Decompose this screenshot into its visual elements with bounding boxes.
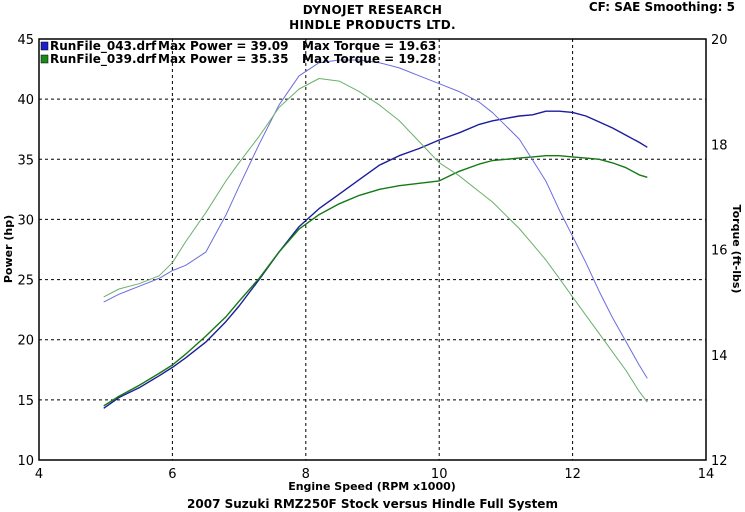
y-tick-label-left: 25: [17, 274, 34, 289]
y-tick-label-right: 12: [711, 454, 728, 469]
legend-swatch: [40, 41, 49, 51]
y-axis-label-left: Power (hp): [2, 215, 15, 283]
correction-factor-info: CF: SAE Smoothing: 5: [588, 0, 735, 14]
x-tick-label: 14: [698, 467, 715, 482]
header-subtitle: HINDLE PRODUCTS LTD.: [289, 18, 456, 32]
x-tick-label: 12: [564, 467, 581, 482]
legend-max-torque: Max Torque = 19.28: [302, 52, 436, 66]
legend-max-torque: Max Torque = 19.63: [302, 39, 436, 53]
header-title: DYNOJET RESEARCH: [302, 3, 443, 17]
y-tick-label-left: 15: [17, 394, 34, 409]
x-axis-label: Engine Speed (RPM x1000): [288, 480, 456, 493]
legend-file-label: RunFile_039.drf: [50, 52, 157, 67]
legend: RunFile_043.drf Max Power = 39.09 Max Torq…: [40, 39, 436, 67]
y-tick-label-right: 16: [711, 244, 728, 259]
series-line-power-runfile-039-drf: [103, 154, 648, 407]
y-tick-label-right: 18: [711, 138, 728, 153]
x-tick-label: 8: [302, 467, 310, 482]
y-tick-label-left: 40: [17, 93, 34, 108]
chart-footer-caption: 2007 Suzuki RMZ250F Stock versus Hindle …: [187, 497, 558, 511]
legend-swatch: [40, 54, 49, 64]
series-line-torque-runfile-039-drf: [103, 78, 648, 403]
x-tick-label: 6: [168, 467, 176, 482]
y-tick-label-left: 30: [17, 213, 34, 228]
series-line-power-runfile-043-drf: [103, 110, 648, 409]
plot-frame: [38, 38, 707, 461]
y-tick-label-left: 20: [17, 334, 34, 349]
y-tick-label-right: 14: [711, 349, 728, 364]
y-tick-label-right: 20: [711, 33, 728, 48]
legend-max-power: Max Power = 35.35: [158, 52, 289, 66]
plot-area: [39, 39, 706, 460]
legend-max-power: Max Power = 39.09: [158, 39, 289, 53]
x-tick-label: 10: [431, 467, 448, 482]
series-line-torque-runfile-043-drf: [103, 59, 648, 379]
y-tick-label-left: 45: [17, 33, 34, 48]
y-tick-label-left: 10: [17, 454, 34, 469]
grid-lines: [39, 39, 706, 460]
series-lines: [103, 59, 648, 409]
legend-file-label: RunFile_043.drf: [50, 39, 157, 54]
y-tick-label-left: 35: [17, 153, 34, 168]
y-axis-label-right: Torque (ft-lbs): [730, 205, 743, 294]
x-tick-label: 4: [35, 467, 43, 482]
